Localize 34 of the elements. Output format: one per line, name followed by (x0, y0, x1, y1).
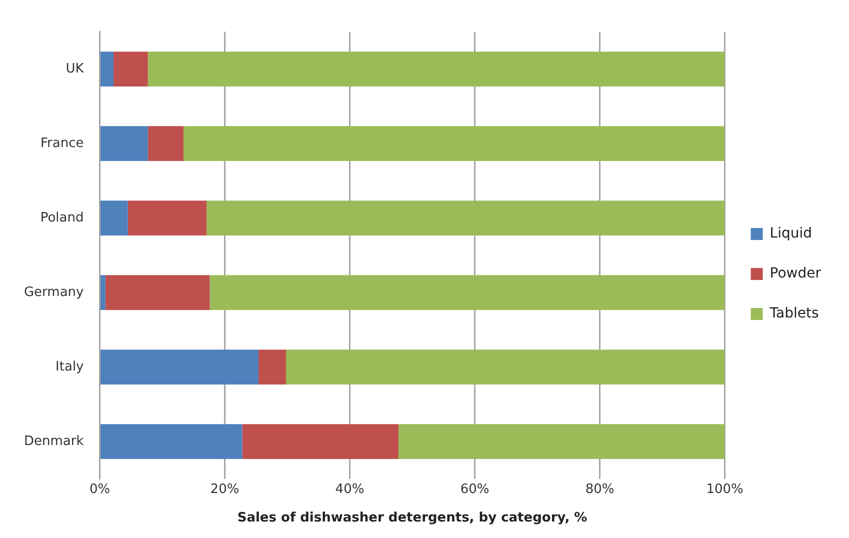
bar (184, 126, 725, 161)
bar (100, 200, 128, 236)
bar (100, 275, 106, 310)
legend-label: Powder (770, 266, 822, 282)
bar (100, 350, 259, 384)
bar (128, 200, 207, 236)
bar (114, 52, 148, 86)
bar (242, 424, 399, 459)
x-tick-label: 100% (706, 482, 744, 497)
bar (100, 52, 114, 86)
bar (105, 275, 210, 310)
x-tick-label: 60% (460, 482, 490, 497)
y-tick-label: Italy (56, 359, 84, 374)
bar (206, 200, 725, 236)
x-axis-title: Sales of dishwasher detergents, by category, % (237, 510, 588, 526)
y-tick-label: Denmark (24, 434, 84, 449)
y-tick-label: Germany (24, 284, 84, 300)
legend-label: Tablets (768, 306, 819, 322)
bar (100, 126, 148, 161)
bar (286, 350, 725, 384)
x-tick-label: 20% (210, 482, 240, 497)
x-tick-label: 80% (585, 482, 614, 497)
bar (398, 424, 725, 459)
bar (148, 52, 725, 86)
bar (100, 424, 242, 459)
bar (148, 126, 184, 161)
bar (210, 275, 725, 310)
legend-label: Liquid (770, 226, 812, 242)
y-tick-label: UK (66, 61, 84, 76)
bar (258, 350, 286, 384)
y-tick-label: France (40, 136, 84, 151)
x-tick-label: 0% (89, 482, 110, 497)
x-tick-label: 40% (335, 482, 364, 497)
y-tick-label: Poland (40, 210, 84, 226)
